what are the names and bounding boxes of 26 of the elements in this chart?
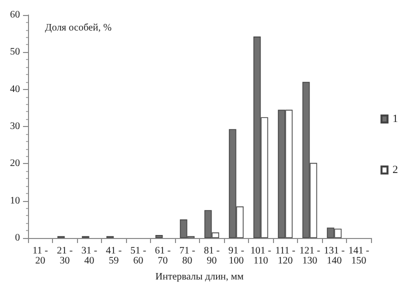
x-tick-label: 111 - 120: [275, 246, 296, 266]
x-tick-label: 141 - 150: [348, 246, 370, 266]
bar: [155, 235, 163, 238]
x-tick-label: 71 - 80: [179, 246, 196, 266]
y-tick-label: 60: [10, 10, 20, 20]
legend-label: 1: [392, 113, 398, 125]
x-tick-label: 81 - 90: [204, 246, 220, 266]
x-tick-label: 131 - 140: [324, 246, 345, 266]
x-tick-label: 11 - 20: [32, 246, 48, 266]
x-tick-label: 41 - 59: [106, 246, 122, 266]
y-tick-label: 10: [10, 195, 20, 206]
x-axis-title: Интервалы длин, мм: [155, 272, 244, 282]
y-tick-label: 30: [10, 121, 20, 132]
x-tick-label: 91 - 100: [228, 246, 244, 266]
y-tick-label: 40: [10, 84, 20, 95]
x-tick-label: 61 - 70: [154, 246, 171, 266]
y-tick-label: 0: [15, 232, 20, 244]
x-tick-label: 121 - 130: [299, 246, 320, 266]
x-tick-label: 21 - 30: [56, 246, 73, 266]
y-tick-label: 50: [10, 46, 20, 58]
legend-label: 2: [392, 164, 398, 176]
y-axis-title: Доля особей, %: [45, 22, 112, 34]
x-tick-label: 31 - 40: [81, 246, 98, 266]
y-tick-label: 20: [10, 158, 20, 170]
x-tick-label: 101 - 110: [250, 246, 272, 266]
x-tick-label: 51 - 60: [130, 246, 146, 266]
